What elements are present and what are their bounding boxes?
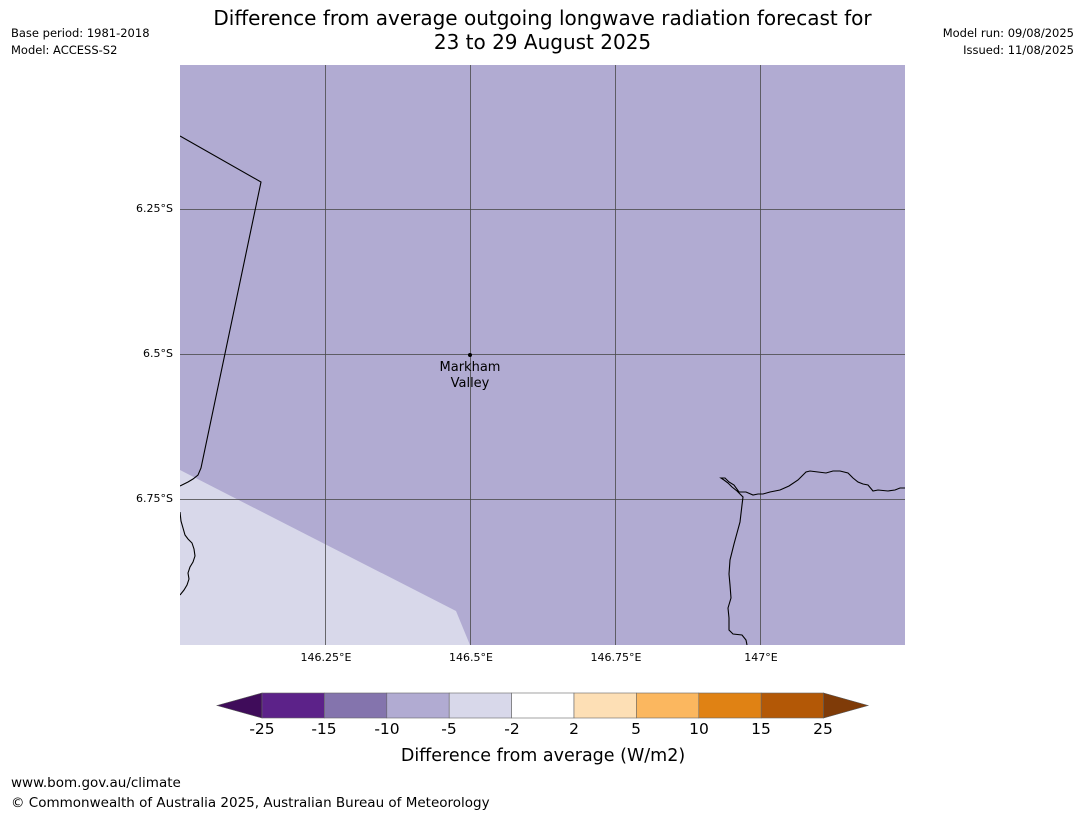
colorbar-tick: 15 xyxy=(751,720,771,738)
issued-date: Issued: 11/08/2025 xyxy=(963,43,1074,57)
colorbar-bin-1 xyxy=(261,692,325,719)
map-canvas xyxy=(180,65,905,645)
coast-west xyxy=(180,511,196,596)
colorbar-tick: -10 xyxy=(374,720,400,738)
lat-label-6.75: 6.75°S xyxy=(136,492,173,505)
meta-left: Base period: 1981-2018 Model: ACCESS-S2 xyxy=(11,25,150,59)
colorbar-bin-5 xyxy=(511,692,575,719)
coastlines xyxy=(180,135,905,645)
map-panel xyxy=(180,65,905,645)
colorbar xyxy=(215,692,870,719)
map-title: Difference from average outgoing longwav… xyxy=(180,6,905,54)
colorbar-label: Difference from average (W/m2) xyxy=(400,746,686,766)
footer-copyright: © Commonwealth of Australia 2025, Austra… xyxy=(11,795,490,811)
colorbar-tick: -15 xyxy=(311,720,337,738)
location-marker xyxy=(468,353,472,357)
border-line xyxy=(180,135,262,487)
lat-label-6.5: 6.5°S xyxy=(143,347,173,360)
lon-label-146.5: 146.5°E xyxy=(449,651,493,664)
colorbar-tick: 5 xyxy=(631,720,641,738)
colorbar-bin-4 xyxy=(448,692,512,719)
meta-right: Model run: 09/08/2025 Issued: 11/08/2025 xyxy=(943,25,1074,59)
colorbar-bin-8 xyxy=(698,692,762,719)
place-name-line-1: Markham xyxy=(439,360,501,375)
colorbar-bin-3 xyxy=(386,692,450,719)
lon-label-146.75: 146.75°E xyxy=(590,651,642,664)
colorbar-bin-6 xyxy=(573,692,637,719)
graticule xyxy=(180,65,905,645)
colorbar-tick: 25 xyxy=(813,720,833,738)
colorbar-svg xyxy=(215,692,870,719)
colorbar-bin-7 xyxy=(636,692,700,719)
base-period: Base period: 1981-2018 xyxy=(11,26,150,40)
colorbar-tick: -25 xyxy=(249,720,275,738)
coast-east xyxy=(719,470,905,645)
model-name: Model: ACCESS-S2 xyxy=(11,43,118,57)
colorbar-bin-9 xyxy=(760,692,824,719)
lon-label-146.25: 146.25°E xyxy=(300,651,352,664)
place-label: Markham Valley xyxy=(410,360,530,392)
footer-url: www.bom.gov.au/climate xyxy=(11,775,181,791)
lon-label-147: 147°E xyxy=(744,651,778,664)
place-name-line-2: Valley xyxy=(450,376,490,391)
model-run: Model run: 09/08/2025 xyxy=(942,26,1074,40)
colorbar-tick: 10 xyxy=(689,720,709,738)
colorbar-tick: -5 xyxy=(441,720,457,738)
colorbar-tick: -2 xyxy=(504,720,520,738)
colorbar-tick: 2 xyxy=(569,720,579,738)
title-line-2: 23 to 29 August 2025 xyxy=(433,30,652,54)
lat-label-6.25: 6.25°S xyxy=(136,202,173,215)
colorbar-extend-low xyxy=(215,692,263,719)
colorbar-extend-high xyxy=(823,692,870,719)
colorbar-bin-2 xyxy=(324,692,388,719)
title-line-1: Difference from average outgoing longwav… xyxy=(213,6,872,30)
